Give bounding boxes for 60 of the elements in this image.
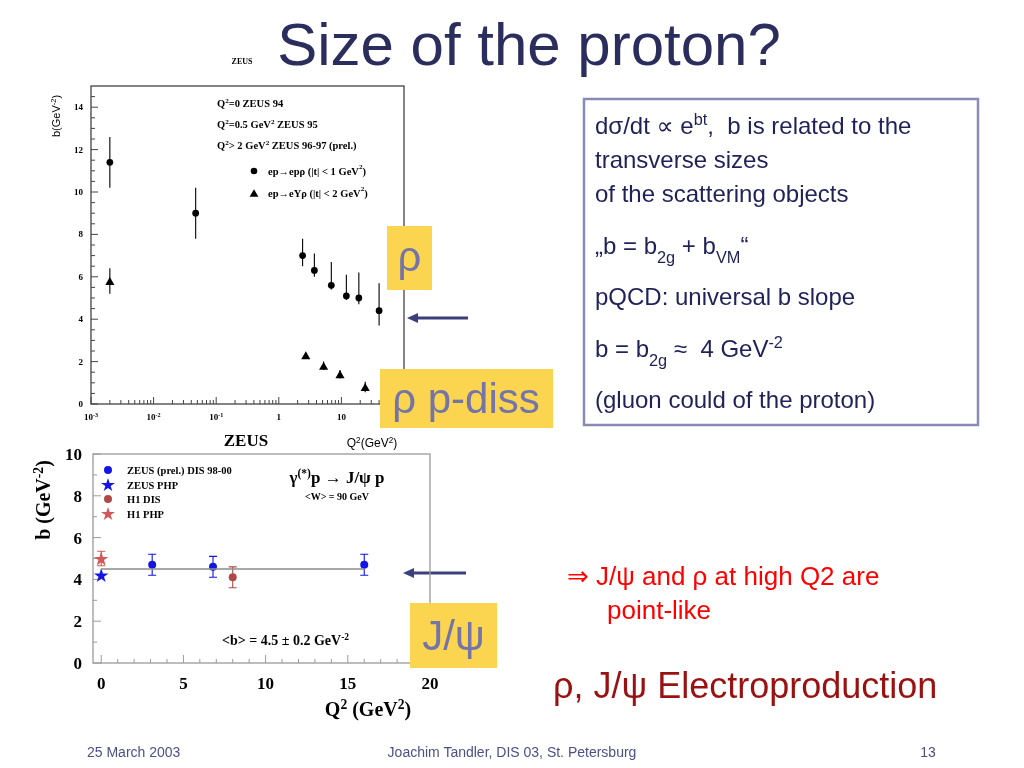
text: Joachim Tandler, DIS 03, St. Petersburg: [387, 744, 637, 760]
y-tick-label: 2: [78, 356, 84, 367]
y-tick-label: 12: [74, 144, 84, 155]
x-tick-label: 20: [421, 674, 439, 693]
legend-label: ZEUS (prel.) DIS 98-00: [127, 464, 232, 477]
y-tick-label: 0: [73, 653, 82, 673]
y-tick-label: 2: [73, 611, 82, 631]
y-tick-label: 10: [74, 187, 84, 197]
text: point-like: [607, 595, 712, 625]
x-tick-label: 10: [336, 412, 347, 422]
annotation: Q$^{2}$> 2 GeV$^{2}$ ZEUS 96-97 (prel.): [217, 139, 358, 152]
y-tick-label: 6: [73, 528, 82, 548]
text: ZEUS: [223, 431, 269, 450]
annotation: ρ: [397, 233, 422, 280]
point: [360, 560, 369, 569]
y-tick-label: 0: [78, 399, 84, 409]
x-axis-title: Q$^{2}$ (GeV$^{2}$): [324, 696, 412, 721]
point: [228, 573, 237, 582]
annotation: J/ψ: [422, 612, 485, 659]
legend-label: H1 PHP: [127, 508, 165, 519]
annotation: <b> = 4.5 ± 0.2 GeV$^{-2}$: [222, 632, 350, 648]
text: ZEUS: [231, 57, 253, 66]
x-tick-label: 10: [257, 674, 275, 693]
annotation: γ$^{(*)}$p → J/ψ p: [288, 466, 385, 487]
x-tick-label: 0: [96, 674, 106, 693]
text: 13: [920, 744, 936, 760]
x-tick-label: 10$^{-2}$: [146, 412, 161, 422]
annotation: <W> = 90 GeV: [304, 491, 370, 502]
legend-label: ZEUS PHP: [127, 479, 179, 490]
text: ρ, J/ψ Electroproduction: [553, 665, 938, 706]
annotation: ρ p-diss: [392, 375, 540, 422]
legend-label: H1 DIS: [127, 493, 161, 505]
x-tick-label: 5: [179, 674, 188, 693]
x-axis-title: Q$^{2}$(GeV$^{2}$): [346, 435, 398, 450]
point: [148, 560, 157, 569]
text: Size of the proton?: [277, 11, 781, 78]
y-tick-label: 4: [73, 569, 83, 589]
y-tick-label: 4: [78, 314, 84, 325]
text: (gluon could of the proton): [595, 386, 876, 413]
text: pQCD: universal b slope: [595, 283, 856, 310]
y-tick-label: 10: [65, 444, 82, 464]
y-tick-label: 14: [74, 102, 84, 113]
text: ⇒ J/ψ and ρ at high Q2 are: [567, 561, 880, 591]
text: transverse sizes: [595, 146, 769, 173]
legend-label: ep→epρ (|t| < 1 GeV$^{2}$): [268, 163, 367, 178]
y-tick-label: 6: [78, 271, 84, 282]
text: „b = b$_{2g}$ + b$_{VM}$“: [595, 232, 749, 266]
text: b = b$_{2g}$ ≈ 4 GeV$^{-2}$: [595, 333, 783, 369]
x-tick-label: 10$^{-1}$: [209, 412, 224, 422]
x-tick-label: 1: [276, 412, 282, 422]
y-tick-label: 8: [78, 229, 84, 240]
text: dσ/dt ∝ e$^{bt}$, b is related to the: [595, 110, 912, 139]
annotation: Q$^{2}$=0.5 GeV$^{2}$ ZEUS 95: [217, 118, 318, 130]
x-tick-label: 10$^{-3}$: [83, 412, 99, 422]
annotation: Q$^{2}$=0 ZEUS 94: [217, 97, 284, 109]
legend-label: ep→eYρ (|t| < 2 GeV$^{2}$): [268, 185, 369, 200]
text: of the scattering objects: [595, 180, 849, 207]
x-tick-label: 15: [339, 674, 357, 693]
text: 25 March 2003: [87, 744, 181, 760]
y-tick-label: 8: [73, 486, 82, 506]
